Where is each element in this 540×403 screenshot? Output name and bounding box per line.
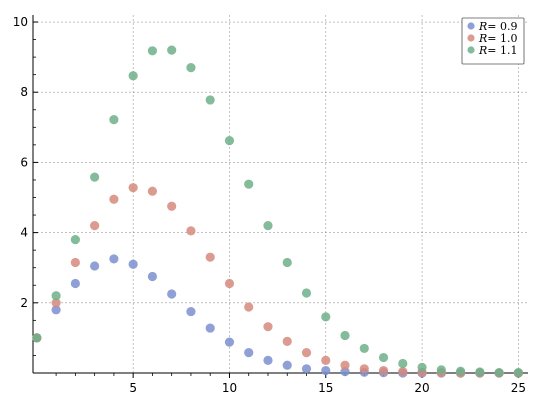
data-point <box>244 302 254 312</box>
data-point <box>205 323 215 333</box>
data-point <box>340 360 350 370</box>
data-point <box>90 172 100 182</box>
data-point <box>32 333 42 343</box>
y-tick-label: 2 <box>20 296 28 310</box>
data-point <box>205 95 215 105</box>
data-point <box>263 322 273 332</box>
legend-label: R= 1.0 <box>478 32 518 45</box>
data-point <box>147 46 158 56</box>
data-point <box>282 360 292 370</box>
data-point <box>70 257 80 268</box>
data-point <box>128 183 138 193</box>
data-point <box>128 259 138 269</box>
legend-marker <box>467 22 475 30</box>
data-point <box>205 252 215 262</box>
data-point <box>186 306 196 317</box>
data-point <box>321 365 331 376</box>
data-point <box>128 71 138 81</box>
gridlines <box>33 15 528 373</box>
data-point <box>263 220 273 231</box>
data-point <box>147 186 158 196</box>
data-point <box>301 348 312 358</box>
data-point <box>70 235 80 245</box>
data-point <box>282 336 292 347</box>
data-point <box>51 298 61 308</box>
legend-label: R= 0.9 <box>478 20 518 33</box>
legend: R= 0.9R= 1.0R= 1.1 <box>461 17 525 65</box>
data-point <box>378 365 389 376</box>
data-point <box>359 364 369 374</box>
data-point <box>167 201 177 211</box>
data-point <box>109 194 119 204</box>
data-point <box>301 288 312 298</box>
y-tick-label: 6 <box>20 155 28 169</box>
legend-marker <box>467 34 475 42</box>
data-point <box>417 362 427 372</box>
x-tick-label: 25 <box>511 381 526 395</box>
y-tick-label: 10 <box>13 15 28 29</box>
ticks: 5 10 15 20 25 2 4 6 8 10 <box>13 15 526 395</box>
data-point <box>109 114 119 125</box>
data-point <box>263 355 273 365</box>
x-tick-label: 5 <box>129 381 137 395</box>
data-point <box>340 366 350 377</box>
data-point <box>398 358 408 369</box>
data-point <box>51 291 61 301</box>
y-tick-label: 4 <box>20 226 28 240</box>
y-tick-label: 8 <box>20 85 28 99</box>
data-point <box>224 136 235 146</box>
data-point <box>90 261 100 271</box>
data-point <box>378 352 389 363</box>
legend-marker <box>467 46 475 54</box>
data-point <box>321 312 331 322</box>
axes <box>32 15 528 374</box>
data-point <box>359 343 369 354</box>
data-point <box>90 220 100 231</box>
data-point <box>494 368 504 378</box>
data-point <box>475 367 485 377</box>
data-point <box>244 348 254 358</box>
data-point <box>244 179 254 189</box>
data-point <box>398 366 408 377</box>
legend-box <box>461 17 525 65</box>
data-point <box>436 365 446 375</box>
data-point <box>455 366 466 376</box>
data-point <box>321 355 331 365</box>
data-point <box>167 45 177 55</box>
x-tick-label: 10 <box>222 381 237 395</box>
data-point <box>109 254 119 264</box>
data-point <box>224 337 235 347</box>
data-point <box>186 63 196 73</box>
data-point <box>186 226 196 236</box>
data-point <box>70 278 80 289</box>
data-point <box>513 368 523 378</box>
legend-label: R= 1.1 <box>478 44 518 57</box>
x-tick-label: 15 <box>318 381 333 395</box>
data-point <box>51 305 61 315</box>
data-point <box>167 289 177 299</box>
data-point <box>340 330 350 341</box>
data-point <box>224 278 235 289</box>
x-tick-label: 20 <box>414 381 429 395</box>
data-point <box>301 364 312 374</box>
data-points <box>32 45 523 378</box>
data-point <box>282 257 292 268</box>
data-point <box>147 271 158 282</box>
